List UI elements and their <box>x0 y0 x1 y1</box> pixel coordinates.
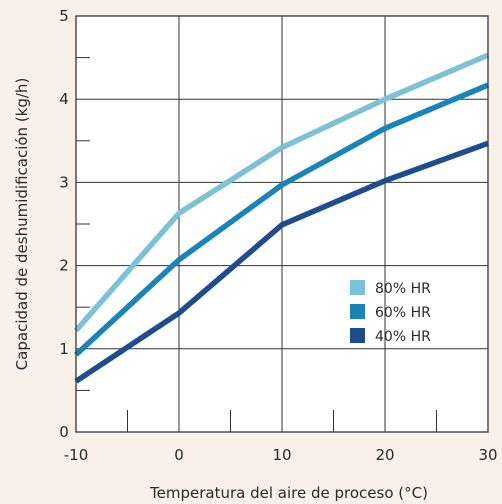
x-axis-title: Temperatura del aire de proceso (°C) <box>149 484 428 502</box>
legend-swatch <box>350 328 365 343</box>
y-axis-title: Capacidad de deshumidificación (kg/h) <box>13 78 31 371</box>
x-tick-label: 10 <box>272 446 291 464</box>
y-tick-labels: 0 1 2 3 4 5 <box>59 7 69 441</box>
legend-label: 40% HR <box>375 329 431 345</box>
x-tick-label: -10 <box>64 446 89 464</box>
y-tick-label: 1 <box>59 340 69 358</box>
series-line <box>74 82 490 357</box>
plot-frame <box>75 15 489 433</box>
legend-label: 80% HR <box>375 281 431 297</box>
x-tick-label: 0 <box>174 446 184 464</box>
y-tick-label: 5 <box>59 7 69 25</box>
y-tick-label: 3 <box>59 173 69 191</box>
axis-ticks <box>76 57 437 432</box>
y-tick-label: 2 <box>59 257 69 275</box>
x-tick-labels: -10 0 10 20 30 <box>64 446 498 464</box>
y-tick-label: 4 <box>59 90 69 108</box>
legend: 80% HR 60% HR 40% HR <box>350 280 431 345</box>
legend-label: 60% HR <box>375 305 431 321</box>
series-lines <box>73 52 490 384</box>
series-line <box>73 52 490 333</box>
y-tick-label: 0 <box>59 423 69 441</box>
legend-swatch <box>350 304 365 319</box>
x-tick-label: 30 <box>478 446 497 464</box>
x-tick-label: 20 <box>375 446 394 464</box>
legend-swatch <box>350 280 365 295</box>
series-line <box>74 140 489 384</box>
